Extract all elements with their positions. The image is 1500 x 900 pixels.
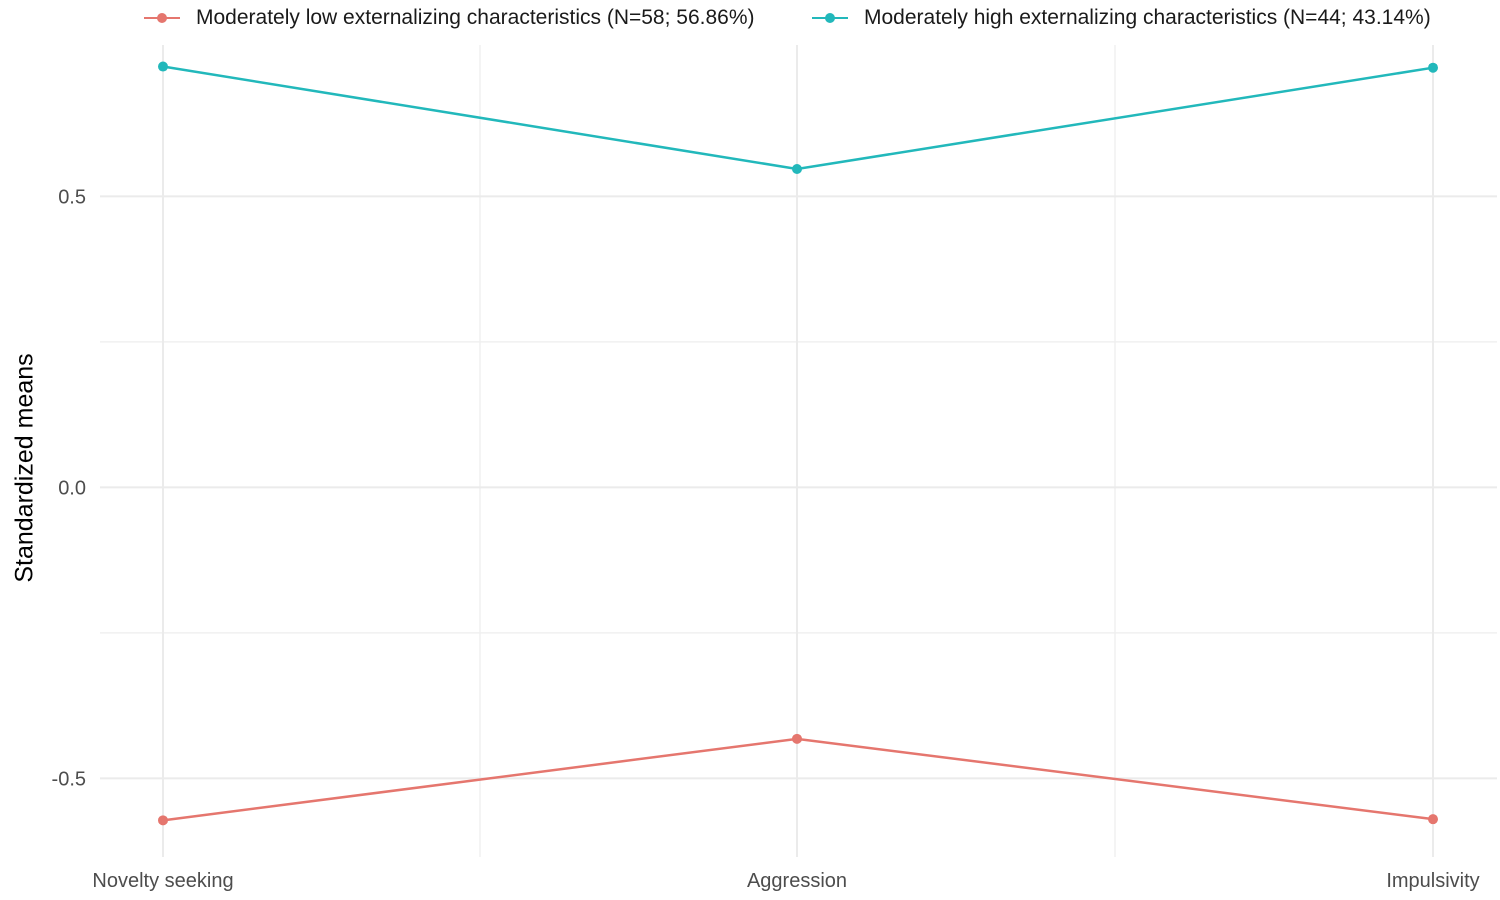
data-point-0-2: [1428, 814, 1438, 825]
legend-item-low: Moderately low externalizing characteris…: [142, 3, 755, 33]
legend-label-low: Moderately low externalizing characteris…: [196, 6, 755, 29]
y-tick-label: 0.0: [58, 477, 86, 499]
legend-item-high: Moderately high externalizing characteri…: [810, 3, 1431, 33]
legend-label-high: Moderately high externalizing characteri…: [864, 6, 1431, 29]
data-point-1-1: [792, 163, 802, 174]
x-tick-label: Novelty seeking: [92, 870, 233, 892]
data-point-1-2: [1428, 62, 1438, 73]
x-tick-label: Impulsivity: [1386, 870, 1479, 892]
y-tick-label: 0.5: [58, 186, 86, 208]
legend-key-low-icon: [142, 3, 182, 33]
data-point-1-0: [158, 61, 168, 72]
y-tick-label: -0.5: [52, 768, 86, 790]
data-point-0-0: [158, 815, 168, 826]
x-tick-label: Aggression: [747, 870, 847, 892]
legend: Moderately low externalizing characteris…: [0, 3, 1500, 33]
legend-key-high-icon: [810, 3, 850, 33]
data-point-0-1: [792, 733, 802, 744]
